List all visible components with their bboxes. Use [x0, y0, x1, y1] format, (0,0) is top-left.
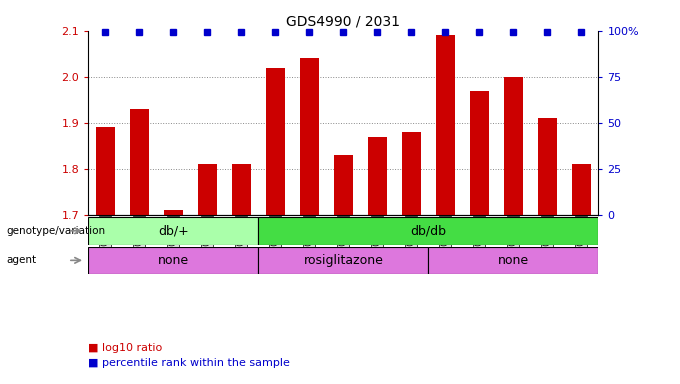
Bar — [572, 164, 591, 215]
Bar — [428, 247, 598, 274]
Bar — [88, 217, 258, 245]
Text: none: none — [158, 254, 189, 267]
Bar — [368, 137, 387, 215]
Text: none: none — [498, 254, 529, 267]
Bar — [266, 68, 285, 215]
Text: db/db: db/db — [411, 224, 446, 237]
Bar — [198, 164, 217, 215]
Bar — [164, 210, 183, 215]
Bar — [504, 77, 523, 215]
Bar — [470, 91, 489, 215]
Bar — [436, 35, 455, 215]
Bar — [232, 164, 251, 215]
Bar — [300, 58, 319, 215]
Bar — [88, 247, 258, 274]
Bar — [258, 247, 428, 274]
Bar — [538, 118, 557, 215]
Bar — [96, 127, 115, 215]
Bar — [130, 109, 149, 215]
Text: ■ percentile rank within the sample: ■ percentile rank within the sample — [88, 358, 290, 368]
Text: db/+: db/+ — [158, 224, 189, 237]
Bar — [258, 217, 598, 245]
Bar — [334, 155, 353, 215]
Text: ■ log10 ratio: ■ log10 ratio — [88, 343, 163, 353]
Text: rosiglitazone: rosiglitazone — [303, 254, 384, 267]
Bar — [402, 132, 421, 215]
Title: GDS4990 / 2031: GDS4990 / 2031 — [286, 14, 401, 28]
Text: agent: agent — [7, 255, 37, 265]
Text: genotype/variation: genotype/variation — [7, 226, 106, 236]
